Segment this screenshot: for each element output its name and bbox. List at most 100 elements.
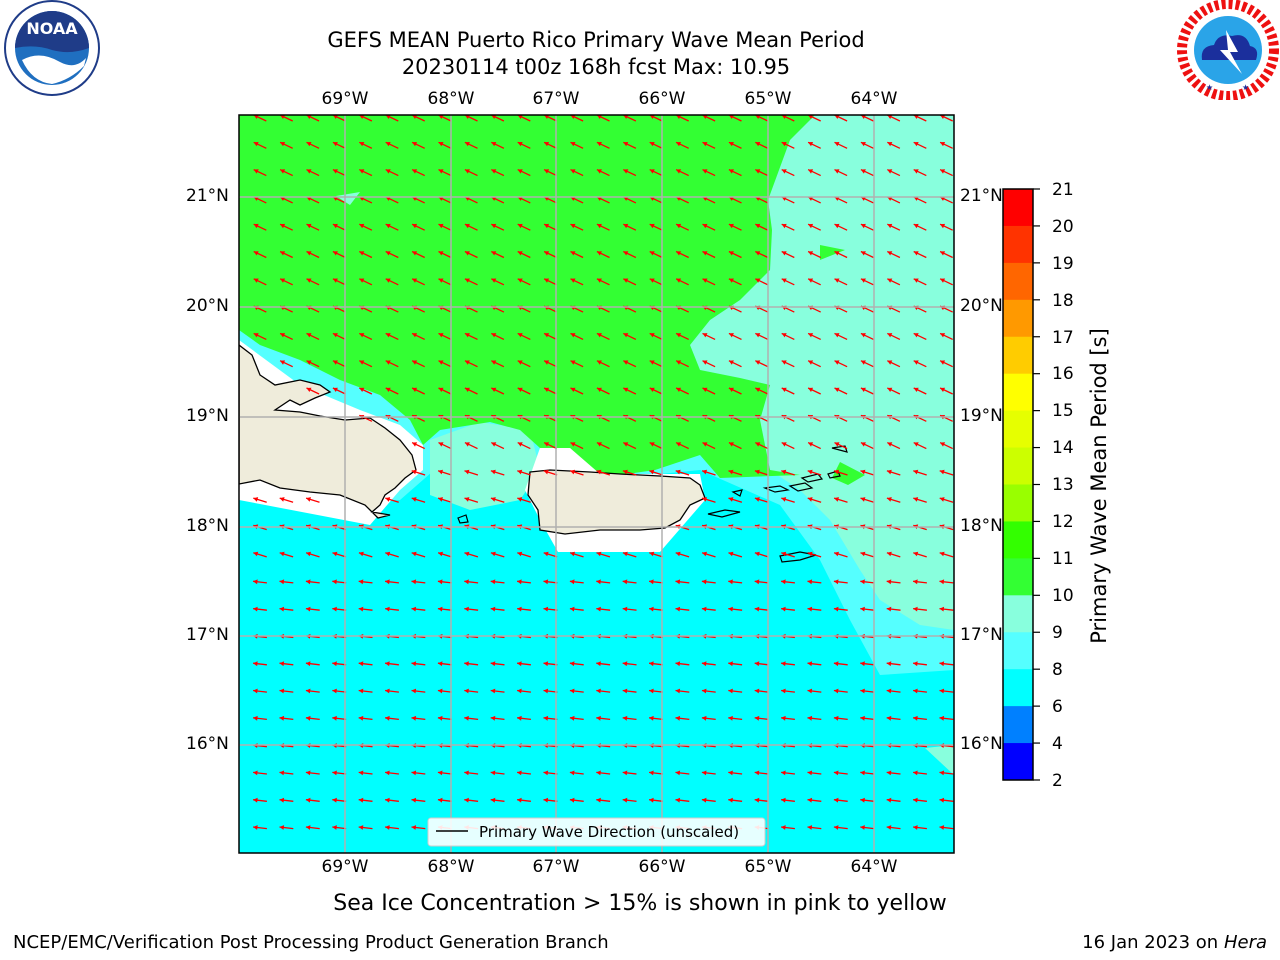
lat-label-right-19: 19°N <box>960 406 1003 426</box>
wave-arrow-head <box>306 251 312 256</box>
wave-arrow-head <box>596 442 602 447</box>
wave-arrow-head <box>306 551 311 557</box>
wave-arrow-head <box>701 797 707 803</box>
wave-arrow-head <box>860 223 866 229</box>
wave-arrow-head <box>913 278 919 283</box>
wave-arrow-head <box>702 169 708 174</box>
wave-arrow-head <box>860 579 865 585</box>
wave-arrow-head <box>306 223 312 229</box>
wave-arrow-head <box>913 333 919 338</box>
wave-arrow-head <box>833 606 839 612</box>
wave-arrow-head <box>305 770 311 776</box>
wave-arrow-head <box>728 333 734 338</box>
wave-arrow-head <box>332 360 338 365</box>
wave-arrow-head <box>834 169 840 174</box>
wave-arrow-head <box>544 169 550 174</box>
lon-label-bottom-65: 65°W <box>744 857 792 877</box>
wave-arrow-head <box>253 579 258 585</box>
wave-arrow-head <box>939 551 945 557</box>
wave-arrow-head <box>781 497 787 502</box>
wave-arrow-head <box>886 579 892 585</box>
wave-arrow-head <box>833 715 839 721</box>
colorbar-tick-16: 16 <box>1052 364 1074 384</box>
wave-arrow-head <box>676 115 681 119</box>
wave-arrow-head <box>913 251 919 256</box>
island-vieques <box>707 509 741 518</box>
wave-arrow-head <box>306 387 312 392</box>
wave-arrow-head <box>649 360 655 365</box>
wave-arrow-head <box>306 142 312 147</box>
wave-arrow-head <box>781 551 787 557</box>
wave-arrow-head <box>253 169 259 174</box>
wave-arrow-head <box>781 387 787 392</box>
legend-label: Primary Wave Direction (unscaled) <box>479 823 739 841</box>
wave-arrow-head <box>359 333 365 338</box>
wave-arrow-head <box>808 360 814 365</box>
wave-arrow-head <box>385 169 391 174</box>
wave-arrow-head <box>886 469 892 475</box>
colorbar-tick-13: 13 <box>1052 475 1074 495</box>
wave-arrow-head <box>887 223 893 229</box>
wave-arrow-head <box>412 223 418 229</box>
colorbar-tick-14: 14 <box>1052 438 1074 458</box>
wave-arrow-head <box>754 469 760 475</box>
colorbar-tick-12: 12 <box>1052 512 1074 532</box>
wave-arrow-head <box>438 169 444 174</box>
wave-arrow-head <box>781 360 787 365</box>
wave-arrow-head <box>279 551 285 557</box>
wave-arrow-head <box>253 606 258 612</box>
island-anegada <box>831 445 848 453</box>
wave-arrow-head <box>702 497 707 502</box>
wave-arrow-head <box>543 770 549 776</box>
wave-arrow-head <box>543 661 549 667</box>
wave-arrow-head <box>728 442 734 447</box>
lon-label-top-64: 64°W <box>850 89 898 109</box>
wave-arrow-head <box>913 469 919 475</box>
wave-arrow-head <box>358 715 364 721</box>
wave-arrow-head <box>306 169 312 174</box>
period-region-aqua-small <box>430 422 540 510</box>
wave-arrow-head <box>517 169 523 174</box>
wave-arrow-head <box>517 278 523 283</box>
wave-arrow-head <box>860 715 865 721</box>
wave-arrow-head <box>570 223 576 229</box>
wave-arrow-head <box>464 770 469 776</box>
wave-arrow-head <box>913 142 919 147</box>
wave-arrow-head <box>359 251 365 256</box>
wave-arrow-head <box>860 469 866 475</box>
wave-arrow-head <box>701 579 707 585</box>
wave-arrow-head <box>596 142 602 147</box>
wave-arrow-head <box>464 606 469 612</box>
wave-arrow-head <box>464 797 469 803</box>
wave-arrow-head <box>385 770 390 776</box>
wave-arrow-head <box>464 661 469 667</box>
wave-arrow-head <box>517 142 523 147</box>
wave-arrow-head <box>464 169 470 174</box>
wave-arrow-head <box>781 797 786 803</box>
wave-arrow-head <box>834 497 839 502</box>
wave-arrow-head <box>701 688 707 694</box>
wave-arrow-head <box>596 169 602 174</box>
wave-arrow-head <box>649 223 655 229</box>
wave-arrow-head <box>385 661 390 667</box>
wave-arrow-head <box>781 142 787 147</box>
wave-arrow-head <box>596 469 602 475</box>
period-region-green <box>239 115 815 478</box>
wave-arrow-head <box>807 469 813 475</box>
wave-arrow-head <box>807 770 813 776</box>
wave-arrow-head <box>860 606 865 612</box>
wave-arrow-head <box>464 497 470 502</box>
wave-arrow-head <box>754 688 760 694</box>
wave-arrow-head <box>385 606 390 612</box>
wave-arrow-head <box>411 688 417 694</box>
colorbar-label: Primary Wave Mean Period [s] <box>1087 328 1111 644</box>
wave-arrow-head <box>464 579 469 585</box>
wave-arrow-head <box>491 278 497 283</box>
wave-arrow-head <box>728 661 733 667</box>
wave-arrow-head <box>860 387 866 392</box>
wave-arrow-head <box>649 115 655 119</box>
wave-arrow-head <box>437 606 443 612</box>
wave-arrow-head <box>676 251 682 256</box>
wave-arrow-head <box>253 278 259 283</box>
wave-arrow-head <box>860 442 866 447</box>
